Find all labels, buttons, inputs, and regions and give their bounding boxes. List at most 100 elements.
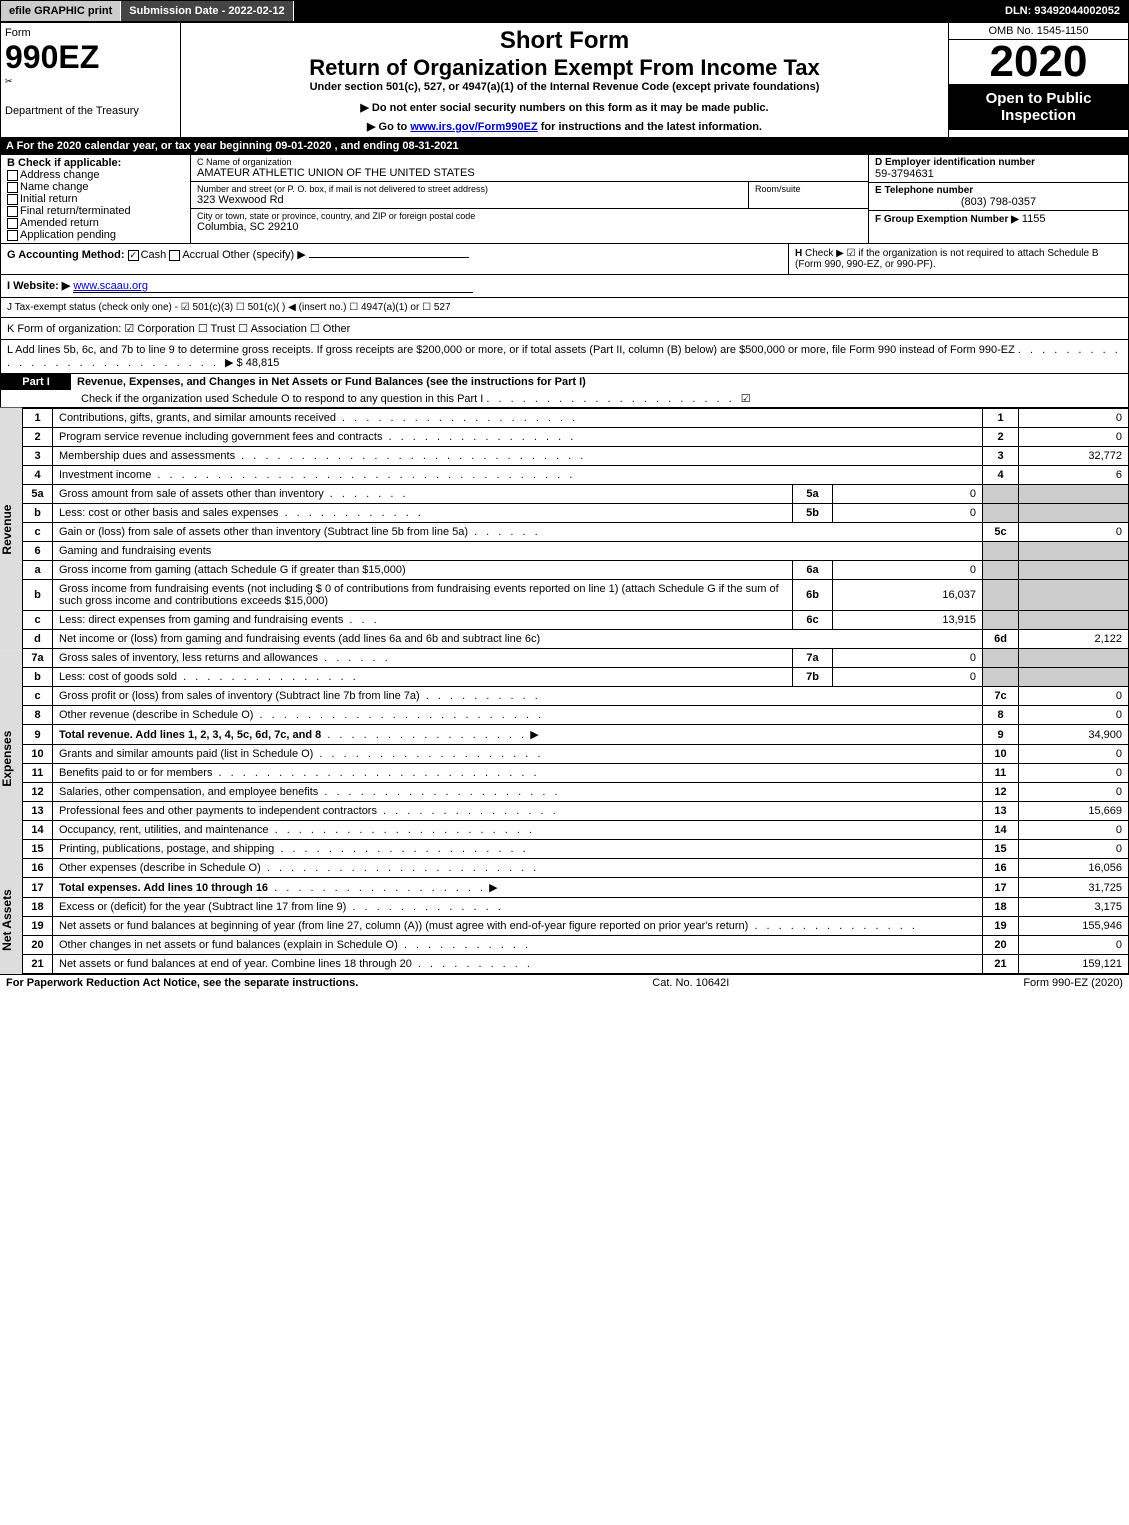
row-6a: aGross income from gaming (attach Schedu… (23, 561, 1129, 580)
return-title: Return of Organization Exempt From Incom… (189, 55, 940, 81)
other-label: Other (specify) ▶ (222, 249, 306, 261)
row-15: 15Printing, publications, postage, and s… (23, 840, 1129, 859)
opt-amended-return[interactable]: Amended return (7, 217, 184, 229)
form-header: Form 990EZ ✂ Department of the Treasury … (0, 22, 1129, 138)
box-b: B Check if applicable: Address change Na… (1, 155, 191, 243)
opt-name-change[interactable]: Name change (7, 181, 184, 193)
efile-print-button[interactable]: efile GRAPHIC print (1, 1, 121, 21)
row-6c: cLess: direct expenses from gaming and f… (23, 611, 1129, 630)
box-c: C Name of organization AMATEUR ATHLETIC … (191, 155, 868, 243)
box-def: D Employer identification number 59-3794… (868, 155, 1128, 243)
group-exemption: 1155 (1022, 213, 1046, 225)
opt-final-return[interactable]: Final return/terminated (7, 205, 184, 217)
cash-label: Cash (141, 249, 167, 261)
city-label: City or town, state or province, country… (197, 211, 862, 221)
ssn-warning: ▶ Do not enter social security numbers o… (189, 101, 940, 114)
form-header-center: Short Form Return of Organization Exempt… (181, 23, 948, 137)
row-1: 1Contributions, gifts, grants, and simil… (23, 409, 1129, 428)
line-g: G Accounting Method: Cash Accrual Other … (1, 244, 788, 274)
submission-date: Submission Date - 2022-02-12 (121, 1, 293, 21)
line-i-label: I Website: ▶ (7, 280, 70, 292)
footer-form: Form 990-EZ (2020) (1023, 977, 1123, 989)
row-5b: bLess: cost or other basis and sales exp… (23, 504, 1129, 523)
room-suite-label: Room/suite (748, 182, 868, 208)
line-l-text: L Add lines 5b, 6c, and 7b to line 9 to … (7, 344, 1015, 356)
form-label: Form (5, 27, 176, 39)
org-info-block: B Check if applicable: Address change Na… (0, 154, 1129, 244)
website-link[interactable]: www.scaau.org (73, 280, 473, 293)
irs-link[interactable]: www.irs.gov/Form990EZ (410, 121, 537, 133)
netassets-sidelabel: Net Assets (0, 866, 22, 974)
row-19: 19Net assets or fund balances at beginni… (23, 917, 1129, 936)
line-k: K Form of organization: ☑ Corporation ☐ … (0, 318, 1129, 340)
topbar-spacer (294, 1, 997, 21)
dept-treasury: Department of the Treasury (5, 105, 176, 117)
line-i: I Website: ▶ www.scaau.org (0, 275, 1129, 298)
expenses-sidelabel: Expenses (0, 651, 22, 867)
accrual-label: Accrual (182, 249, 219, 261)
box-d-label: D Employer identification number (875, 157, 1122, 168)
phone-value: (803) 798-0357 (875, 196, 1122, 208)
street-address: 323 Wexwood Rd (197, 194, 742, 206)
row-9: 9Total revenue. Add lines 1, 2, 3, 4, 5c… (23, 725, 1129, 745)
line-g-label: G Accounting Method: (7, 249, 125, 261)
row-21: 21Net assets or fund balances at end of … (23, 955, 1129, 974)
opt-initial-return[interactable]: Initial return (7, 193, 184, 205)
city-state-zip: Columbia, SC 29210 (197, 221, 862, 233)
short-form-title: Short Form (189, 27, 940, 55)
row-13: 13Professional fees and other payments t… (23, 802, 1129, 821)
row-6b: bGross income from fundraising events (n… (23, 580, 1129, 611)
row-5a: 5aGross amount from sale of assets other… (23, 485, 1129, 504)
row-7a: 7aGross sales of inventory, less returns… (23, 649, 1129, 668)
row-18: 18Excess or (deficit) for the year (Subt… (23, 898, 1129, 917)
row-6d: dNet income or (loss) from gaming and fu… (23, 630, 1129, 649)
other-specify-input[interactable] (309, 257, 469, 258)
period-row: A For the 2020 calendar year, or tax yea… (0, 138, 1129, 154)
part1-title: Revenue, Expenses, and Changes in Net As… (71, 374, 1128, 390)
page-footer: For Paperwork Reduction Act Notice, see … (0, 974, 1129, 991)
footer-cat: Cat. No. 10642I (652, 977, 729, 989)
opt-application-pending[interactable]: Application pending (7, 229, 184, 241)
row-14: 14Occupancy, rent, utilities, and mainte… (23, 821, 1129, 840)
box-c-label: C Name of organization (197, 157, 862, 167)
line-l-arrow: ▶ $ (225, 357, 243, 369)
form-header-right: OMB No. 1545-1150 2020 Open to Public In… (948, 23, 1128, 137)
dln-number: DLN: 93492044002052 (997, 1, 1128, 21)
row-10: 10Grants and similar amounts paid (list … (23, 745, 1129, 764)
row-5c: cGain or (loss) from sale of assets othe… (23, 523, 1129, 542)
top-bar: efile GRAPHIC print Submission Date - 20… (0, 0, 1129, 22)
lines-table: 1Contributions, gifts, grants, and simil… (22, 408, 1129, 974)
street-label: Number and street (or P. O. box, if mail… (197, 184, 742, 194)
part1-check-text: Check if the organization used Schedule … (81, 393, 483, 405)
row-3: 3Membership dues and assessments . . . .… (23, 447, 1129, 466)
row-12: 12Salaries, other compensation, and empl… (23, 783, 1129, 802)
row-7b: bLess: cost of goods sold . . . . . . . … (23, 668, 1129, 687)
open-to-public: Open to Public Inspection (949, 84, 1128, 130)
box-f-label: F Group Exemption Number ▶ (875, 214, 1019, 225)
accrual-checkbox[interactable] (169, 250, 180, 261)
row-17: 17Total expenses. Add lines 10 through 1… (23, 878, 1129, 898)
cash-checkbox[interactable] (128, 250, 139, 261)
line-l: L Add lines 5b, 6c, and 7b to line 9 to … (0, 340, 1129, 374)
line-j: J Tax-exempt status (check only one) - ☑… (0, 298, 1129, 318)
ein-value: 59-3794631 (875, 168, 1122, 180)
box-b-label: B Check if applicable: (7, 157, 184, 169)
org-name: AMATEUR ATHLETIC UNION OF THE UNITED STA… (197, 167, 862, 179)
goto-prefix: ▶ Go to (367, 121, 410, 133)
form-header-left: Form 990EZ ✂ Department of the Treasury (1, 23, 181, 137)
line-h-text: Check ▶ ☑ if the organization is not req… (795, 248, 1099, 270)
footer-left: For Paperwork Reduction Act Notice, see … (6, 977, 358, 989)
gh-row: G Accounting Method: Cash Accrual Other … (0, 244, 1129, 275)
row-11: 11Benefits paid to or for members . . . … (23, 764, 1129, 783)
row-7c: cGross profit or (loss) from sales of in… (23, 687, 1129, 706)
gross-receipts: 48,815 (246, 357, 280, 369)
goto-tail: for instructions and the latest informat… (541, 121, 762, 133)
part1-checked: ☑ (741, 393, 751, 405)
row-20: 20Other changes in net assets or fund ba… (23, 936, 1129, 955)
under-section: Under section 501(c), 527, or 4947(a)(1)… (189, 81, 940, 93)
row-4: 4Investment income . . . . . . . . . . .… (23, 466, 1129, 485)
goto-line: ▶ Go to www.irs.gov/Form990EZ for instru… (189, 120, 940, 133)
opt-address-change[interactable]: Address change (7, 169, 184, 181)
line-h: H Check ▶ ☑ if the organization is not r… (788, 244, 1128, 274)
tax-year: 2020 (949, 40, 1128, 84)
